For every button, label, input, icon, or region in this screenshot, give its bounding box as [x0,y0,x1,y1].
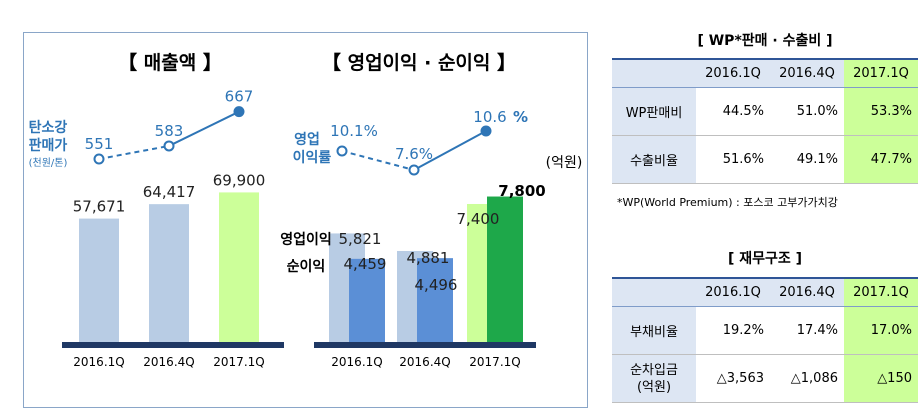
charts-panel: 【 매출액 】 57,671 2016.1Q 64,417 2016.4Q 69,900 2… [23,32,588,408]
fin-header-cell: 2017.1Q [844,277,918,307]
margin-label-suffix: % [513,108,528,126]
fin-header-cell: 2016.4Q [770,277,844,307]
net-profit-bar [417,258,453,342]
wp-table-title: [ WP*판매 · 수출비 ] [697,33,833,49]
table-cell: △150 [844,354,918,403]
margin-point [408,164,420,176]
margin-line-solid [413,130,487,171]
revenue-value-label: 57,671 [73,198,126,216]
operating-profit-value-label: 4,881 [407,249,450,267]
revenue-bar [79,218,119,342]
table-cell: 19.2% [696,306,770,355]
revenue-value-label: 69,900 [213,171,266,189]
table-row: WP판매비 44.5% 51.0% 53.3% [612,87,918,136]
margin-point [336,145,348,157]
wp-header-cell: 2016.4Q [770,58,844,88]
wp-header-cell: 2016.1Q [696,58,770,88]
price-label: 583 [155,122,184,140]
table-row: 순차입금 (억원) △3,563 △1,086 △150 [612,354,918,403]
wp-header-cell [612,58,696,88]
price-point [163,140,175,152]
margin-label: 7.6% [395,145,433,163]
margin-label: 10.6 [473,108,506,126]
row-label: 부채비율 [612,306,696,355]
price-point [233,106,245,118]
net-profit-bar [349,258,385,342]
price-series-label: 탄소강 [29,119,68,136]
row-label: WP판매비 [612,87,696,136]
fin-table: 2016.1Q 2016.4Q 2017.1Q 부채비율 19.2% 17.4% 17.0%… [612,277,918,403]
revenue-bar [149,204,189,342]
operating-profit-series-label: 영업이익 [280,231,332,248]
table-cell: △3,563 [696,354,770,403]
margin-label: 10.1% [330,122,378,140]
margin-series-label: 영업 [294,131,320,148]
net-profit-bar [487,196,523,342]
x-tick-label: 2017.1Q [213,355,264,369]
fin-header-row: 2016.1Q 2016.4Q 2017.1Q [612,277,918,307]
price-line-solid [168,110,240,147]
table-cell: 53.3% [844,87,918,136]
margin-line-dashed [341,150,415,171]
table-cell: 44.5% [696,87,770,136]
row-label: 순차입금 (억원) [612,354,696,403]
revenue-bar [219,192,259,342]
wp-table: 2016.1Q 2016.4Q 2017.1Q WP판매비 44.5% 51.0% 53.3… [612,58,918,184]
wp-note: *WP(World Premium) : 포스코 고부가가치강 [617,196,838,209]
operating-profit-value-label: 7,400 [457,210,500,228]
revenue-chart-title: 【 매출액 】 [118,51,222,74]
row-label: 수출비율 [612,135,696,184]
fin-header-cell [612,277,696,307]
wp-header-cell: 2017.1Q [844,58,918,88]
price-label: 667 [225,88,254,106]
margin-point [480,125,492,137]
x-tick-label: 2017.1Q [469,355,520,369]
x-tick-label: 2016.1Q [73,355,124,369]
table-cell: 49.1% [770,135,844,184]
table-cell: 17.0% [844,306,918,355]
price-point [93,153,105,165]
price-line-dashed [98,144,170,160]
table-row: 부채비율 19.2% 17.4% 17.0% [612,306,918,355]
revenue-value-label: 64,417 [143,183,196,201]
x-tick-label: 2016.4Q [143,355,194,369]
table-cell: △1,086 [770,354,844,403]
fin-table-title: [ 재무구조 ] [727,251,803,267]
net-profit-series-label: 순이익 [287,258,326,275]
x-tick-label: 2016.4Q [399,355,450,369]
wp-header-row: 2016.1Q 2016.4Q 2017.1Q [612,58,918,88]
net-profit-value-label: 4,459 [344,255,387,273]
table-cell: 51.6% [696,135,770,184]
revenue-axis-baseline [62,342,284,348]
table-cell: 51.0% [770,87,844,136]
table-cell: 17.4% [770,306,844,355]
fin-header-cell: 2016.1Q [696,277,770,307]
price-series-unit: (천원/톤) [29,157,68,169]
net-profit-value-label: 7,800 [498,182,545,200]
margin-series-label: 이익률 [293,149,332,166]
net-profit-value-label: 4,496 [415,276,458,294]
table-cell: 47.7% [844,135,918,184]
profit-chart-title: 【 영업이익 · 순이익 】 [322,51,516,74]
price-series-label: 판매가 [29,138,68,154]
charts-svg: 【 매출액 】 57,671 2016.1Q 64,417 2016.4Q 69,900 2… [29,51,583,369]
profit-axis-baseline [314,342,536,348]
x-tick-label: 2016.1Q [331,355,382,369]
profit-unit-label: (억원) [546,155,583,171]
table-row: 수출비율 51.6% 49.1% 47.7% [612,135,918,184]
operating-profit-value-label: 5,821 [339,230,382,248]
price-label: 551 [85,135,114,153]
